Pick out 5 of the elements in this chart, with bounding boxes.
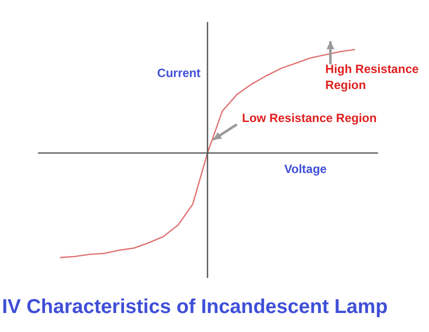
y-axis-title: Current [157,66,200,80]
annotation: Low Resistance Region [242,110,377,125]
x-axis-title: Voltage [284,162,328,176]
text: IV Characteristics of Incandescent Lamp [2,296,388,319]
annotation: High Resistance Region [325,62,419,92]
